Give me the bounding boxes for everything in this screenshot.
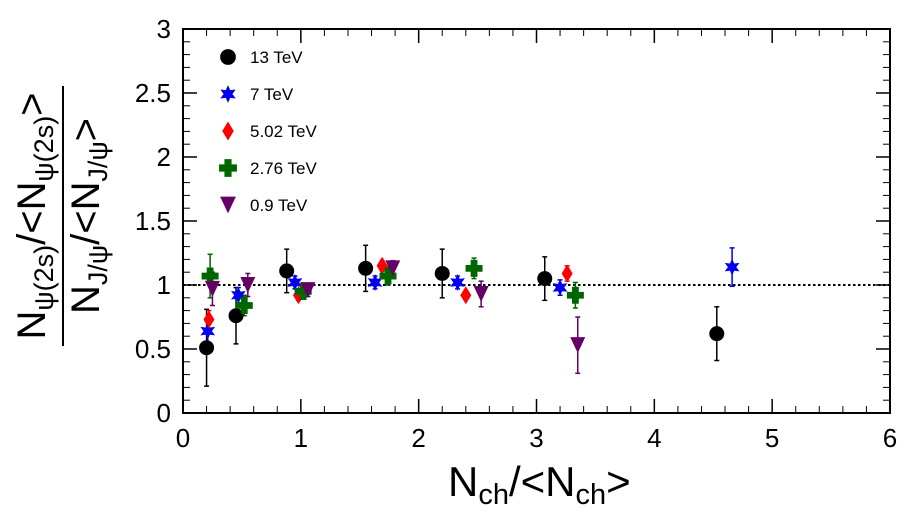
data-point-s1-p5 (552, 279, 568, 297)
legend-marker-0 (220, 49, 236, 65)
data-point-s3-p2 (294, 282, 312, 300)
data-point-s2-p0 (203, 310, 215, 329)
y-den-sub: J/ψ (83, 245, 113, 285)
y-tick-label-3: 1.5 (135, 206, 171, 236)
x-title-end: > (606, 458, 631, 505)
legend-label-4: 0.9 TeV (250, 196, 308, 215)
legend-marker-1 (220, 85, 236, 103)
y-den-end: > (64, 118, 108, 141)
y-tick-label-1: 0.5 (135, 334, 171, 364)
x-title-sub: ch (478, 479, 509, 511)
legend-marker-4 (220, 196, 236, 214)
data-point-s2-p3 (460, 286, 472, 305)
data-point-s0-p1 (228, 308, 244, 324)
x-tick-label-4: 4 (647, 423, 661, 453)
y-tick-label-2: 1 (157, 270, 171, 300)
data-point-s0-p4 (434, 265, 450, 281)
y-num-sub: ψ(2s) (29, 245, 59, 311)
x-tick-label-0: 0 (176, 423, 190, 453)
y-num-end: > (10, 92, 54, 115)
x-tick-label-3: 3 (529, 423, 543, 453)
y-tick-label-6: 3 (157, 14, 171, 44)
data-point-s3-p0 (201, 267, 219, 285)
data-point-s4-p0 (204, 280, 220, 297)
data-point-s2-p4 (561, 264, 573, 283)
x-tick-label-1: 1 (294, 423, 308, 453)
data-point-s0-p5 (537, 271, 553, 287)
axes-layer: 0 1 2 3 4 5 6 0 0.5 1 1.5 2 2.5 3 (135, 14, 897, 453)
y-tick-label-5: 2.5 (135, 78, 171, 108)
y-title-denominator: NJ/ψ/<NJ/ψ> (64, 118, 113, 314)
legend-marker-3 (219, 159, 237, 177)
legend: 13 TeV 7 TeV 5.02 TeV 2.76 TeV 0.9 TeV (219, 48, 317, 215)
y-den-main: N (64, 285, 108, 314)
markers-layer (199, 256, 740, 356)
data-point-s1-p0 (200, 322, 216, 340)
y-title-numerator: Nψ(2s)/<Nψ(2s)> (10, 92, 59, 339)
legend-marker-2 (222, 121, 234, 141)
data-point-s1-p6 (724, 258, 740, 276)
data-point-s4-p5 (570, 337, 586, 354)
data-point-s1-p1 (231, 286, 246, 304)
x-title-sub2: ch (576, 479, 607, 511)
data-point-s3-p4 (465, 259, 483, 277)
legend-label-2: 5.02 TeV (250, 122, 317, 141)
legend-label-3: 2.76 TeV (250, 159, 317, 178)
data-point-s1-p3 (367, 273, 383, 291)
data-point-s3-p1 (235, 296, 253, 314)
data-point-s0-p3 (358, 260, 374, 276)
data-point-s3-p3 (379, 267, 397, 285)
y-tick-label-4: 2 (157, 142, 171, 172)
data-point-s3-p5 (566, 286, 584, 304)
y-num-mid: /<N (10, 182, 54, 245)
data-point-s1-p4 (450, 273, 465, 291)
data-point-s4-p2 (300, 282, 316, 299)
data-point-s0-p2 (279, 263, 295, 279)
y-num-main: N (10, 311, 54, 340)
y-den-sub2: J/ψ (83, 141, 113, 181)
y-den-mid: /<N (64, 182, 108, 245)
x-axis-title: Nch/<Nch> (448, 458, 631, 511)
x-tick-label-2: 2 (411, 423, 425, 453)
y-axis-title: Nψ(2s)/<Nψ(2s)> NJ/ψ/<NJ/ψ> (10, 86, 113, 346)
y-tick-label-0: 0 (157, 398, 171, 428)
data-point-s0-p6 (709, 326, 725, 342)
data-point-s4-p3 (385, 260, 401, 277)
x-tick-label-5: 5 (765, 423, 779, 453)
data-point-s4-p1 (240, 277, 256, 293)
data-point-s4-p4 (473, 285, 489, 302)
legend-label-1: 7 TeV (250, 85, 294, 104)
legend-label-0: 13 TeV (250, 48, 303, 67)
data-point-s0-p0 (199, 340, 215, 356)
y-num-sub2: ψ(2s) (29, 116, 59, 182)
data-point-s1-p2 (287, 273, 303, 291)
x-title-mid: /<N (509, 458, 576, 505)
x-title-main: N (448, 458, 478, 505)
x-tick-label-6: 6 (883, 423, 897, 453)
